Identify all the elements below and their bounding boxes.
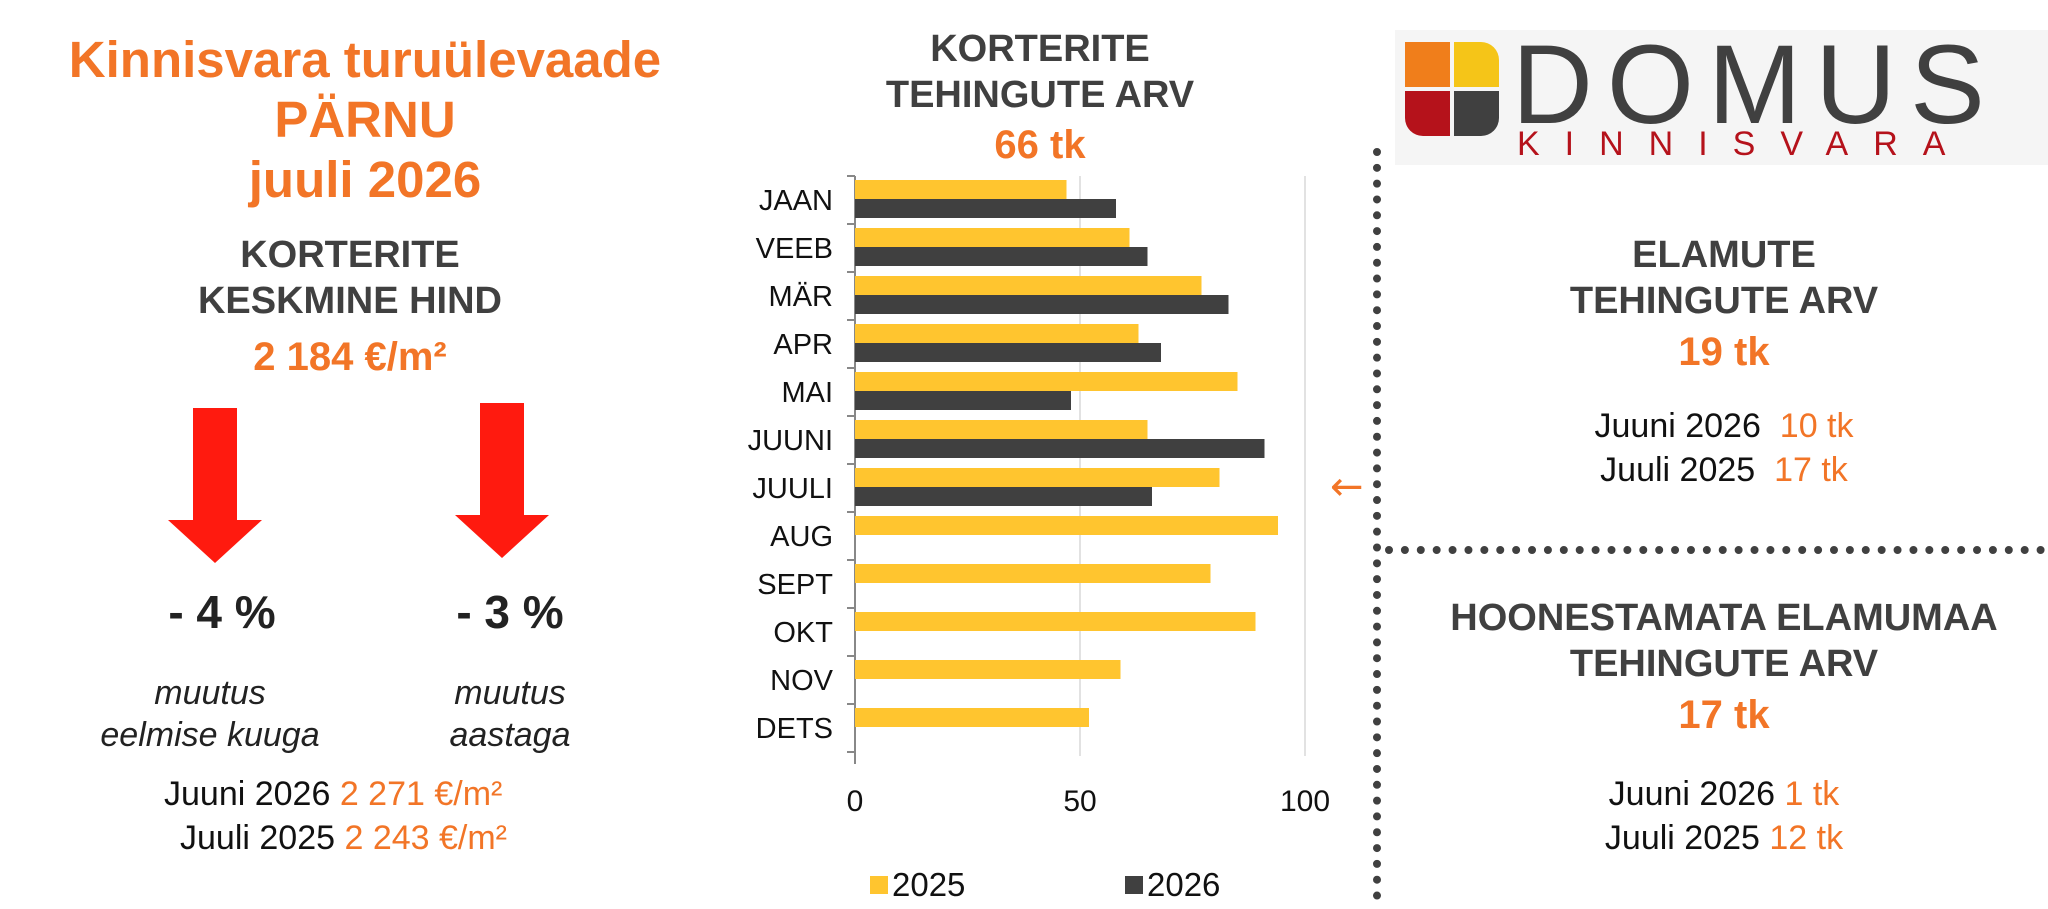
monthly-label-line-1: muutus bbox=[154, 674, 266, 712]
houses-compare-june: Juuni 2026 10 tk bbox=[1400, 404, 2048, 448]
bar-2026-apr bbox=[855, 343, 1161, 362]
price-heading-line-1: KORTERITE bbox=[240, 234, 460, 276]
category-label: MAI bbox=[781, 377, 833, 409]
x-tick-label: 100 bbox=[1280, 785, 1330, 818]
highlight-arrow-icon: ← bbox=[1330, 464, 1364, 510]
chart-title: KORTERITE TEHINGUTE ARV bbox=[760, 26, 1320, 118]
monthly-down-arrow-icon bbox=[168, 408, 262, 563]
houses-heading: ELAMUTE TEHINGUTE ARV bbox=[1400, 232, 2048, 324]
compare-label: Juuli 2025 bbox=[1600, 451, 1756, 489]
bar-2025-juuli bbox=[855, 468, 1220, 487]
bar-2025-mai bbox=[855, 372, 1238, 391]
category-label: DETS bbox=[756, 713, 833, 745]
bar-2026-jaan bbox=[855, 199, 1116, 218]
logo-square-orange bbox=[1405, 42, 1450, 87]
land-heading-line-2: TEHINGUTE ARV bbox=[1569, 643, 1879, 685]
yearly-label-line-2: aastaga bbox=[449, 716, 571, 754]
price-heading: KORTERITE KESKMINE HIND bbox=[0, 232, 700, 324]
compare-value: 1 tk bbox=[1784, 775, 1840, 813]
price-compare-july: Juuli 2025 2 243 €/m² bbox=[180, 816, 507, 860]
bar-2026-juuli bbox=[855, 487, 1152, 506]
bar-2025-aug bbox=[855, 516, 1278, 535]
logo-square-gray bbox=[1454, 91, 1499, 136]
houses-heading-line-2: TEHINGUTE ARV bbox=[1569, 280, 1879, 322]
logo-square-yellow bbox=[1454, 42, 1499, 87]
category-label: APR bbox=[773, 329, 833, 361]
x-tick-label: 0 bbox=[847, 785, 864, 818]
category-label: OKT bbox=[773, 617, 833, 649]
category-label: VEEB bbox=[756, 233, 833, 265]
bar-2025-sept bbox=[855, 564, 1211, 583]
compare-label: Juuni 2026 bbox=[1608, 775, 1776, 813]
price-value: 2 184 €/m² bbox=[253, 335, 447, 379]
legend-label-2026: 2026 bbox=[1147, 866, 1220, 900]
land-heading: HOONESTAMATA ELAMUMAA TEHINGUTE ARV bbox=[1400, 595, 2048, 687]
price-heading-line-2: KESKMINE HIND bbox=[197, 280, 503, 322]
bar-2025-okt bbox=[855, 612, 1256, 631]
x-tick-label: 50 bbox=[1063, 785, 1096, 818]
chart-total: 66 tk bbox=[994, 123, 1086, 167]
yearly-change-label: muutus aastaga bbox=[360, 672, 660, 756]
apartment-transactions-chart: JAAN VEEB MÄR APR MAI JUUNI JUULI ← AUG SEPT OKT NO… bbox=[748, 175, 1364, 900]
category-label: SEPT bbox=[757, 569, 833, 601]
report-title: Kinnisvara turuülevaade PÄRNU juuli 2026 bbox=[0, 30, 730, 210]
compare-label: Juuli 2025 bbox=[1604, 819, 1760, 857]
title-line-2: PÄRNU bbox=[274, 91, 456, 148]
chart-title-line-1: KORTERITE bbox=[930, 28, 1150, 70]
title-line-3: juuli 2026 bbox=[248, 151, 482, 208]
bar-2025-veeb bbox=[855, 228, 1130, 247]
bar-2025-juuni bbox=[855, 420, 1148, 439]
logo-square-red bbox=[1405, 91, 1450, 136]
category-label: MÄR bbox=[769, 281, 833, 313]
land-compare-july: Juuli 2025 12 tk bbox=[1400, 816, 2048, 860]
compare-label: Juuni 2026 bbox=[1594, 407, 1761, 445]
bar-2025-mär bbox=[855, 276, 1202, 295]
monthly-label-line-2: eelmise kuuga bbox=[100, 716, 320, 754]
monthly-change: - 4 % bbox=[168, 586, 276, 638]
bar-2025-apr bbox=[855, 324, 1139, 343]
legend-label-2025: 2025 bbox=[892, 866, 965, 900]
compare-value: 2 243 €/m² bbox=[344, 819, 507, 857]
domus-logo: DOMUS KINNISVARA bbox=[1395, 26, 2048, 165]
vertical-divider bbox=[1373, 148, 1381, 900]
category-label: JAAN bbox=[759, 185, 833, 217]
land-value: 17 tk bbox=[1678, 693, 1770, 737]
category-label: AUG bbox=[770, 521, 833, 553]
category-label: JUUNI bbox=[748, 425, 833, 457]
bar-2026-mär bbox=[855, 295, 1229, 314]
bar-2025-nov bbox=[855, 660, 1121, 679]
land-compare-june: Juuni 2026 1 tk bbox=[1400, 772, 2048, 816]
logo-subtitle: KINNISVARA bbox=[1517, 125, 1971, 163]
legend-swatch-2026 bbox=[1125, 876, 1143, 894]
category-label: NOV bbox=[770, 665, 834, 697]
compare-label: Juuli 2025 bbox=[180, 819, 336, 857]
houses-heading-line-1: ELAMUTE bbox=[1632, 234, 1816, 276]
chart-title-line-2: TEHINGUTE ARV bbox=[885, 74, 1195, 116]
land-heading-line-1: HOONESTAMATA ELAMUMAA bbox=[1450, 597, 1998, 639]
bar-2025-jaan bbox=[855, 180, 1067, 199]
compare-value: 2 271 €/m² bbox=[339, 775, 503, 813]
price-compare-june: Juuni 2026 2 271 €/m² bbox=[164, 772, 502, 816]
bar-2026-mai bbox=[855, 391, 1071, 410]
yearly-down-arrow-icon bbox=[455, 403, 549, 558]
legend-swatch-2025 bbox=[870, 876, 888, 894]
yearly-change: - 3 % bbox=[456, 586, 564, 638]
category-label: JUULI bbox=[752, 473, 833, 505]
yearly-label-line-1: muutus bbox=[454, 674, 566, 712]
monthly-change-label: muutus eelmise kuuga bbox=[60, 672, 360, 756]
compare-value: 10 tk bbox=[1779, 407, 1854, 445]
compare-value: 12 tk bbox=[1769, 819, 1844, 857]
horizontal-divider bbox=[1385, 546, 2045, 554]
logo-word: DOMUS bbox=[1512, 22, 1999, 147]
compare-value: 17 tk bbox=[1774, 451, 1848, 489]
bar-2025-dets bbox=[855, 708, 1089, 727]
title-line-1: Kinnisvara turuülevaade bbox=[68, 31, 662, 88]
houses-value: 19 tk bbox=[1678, 330, 1770, 374]
bar-2026-veeb bbox=[855, 247, 1148, 266]
houses-compare-july: Juuli 2025 17 tk bbox=[1400, 448, 2048, 492]
compare-label: Juuni 2026 bbox=[164, 775, 331, 813]
bar-2026-juuni bbox=[855, 439, 1265, 458]
